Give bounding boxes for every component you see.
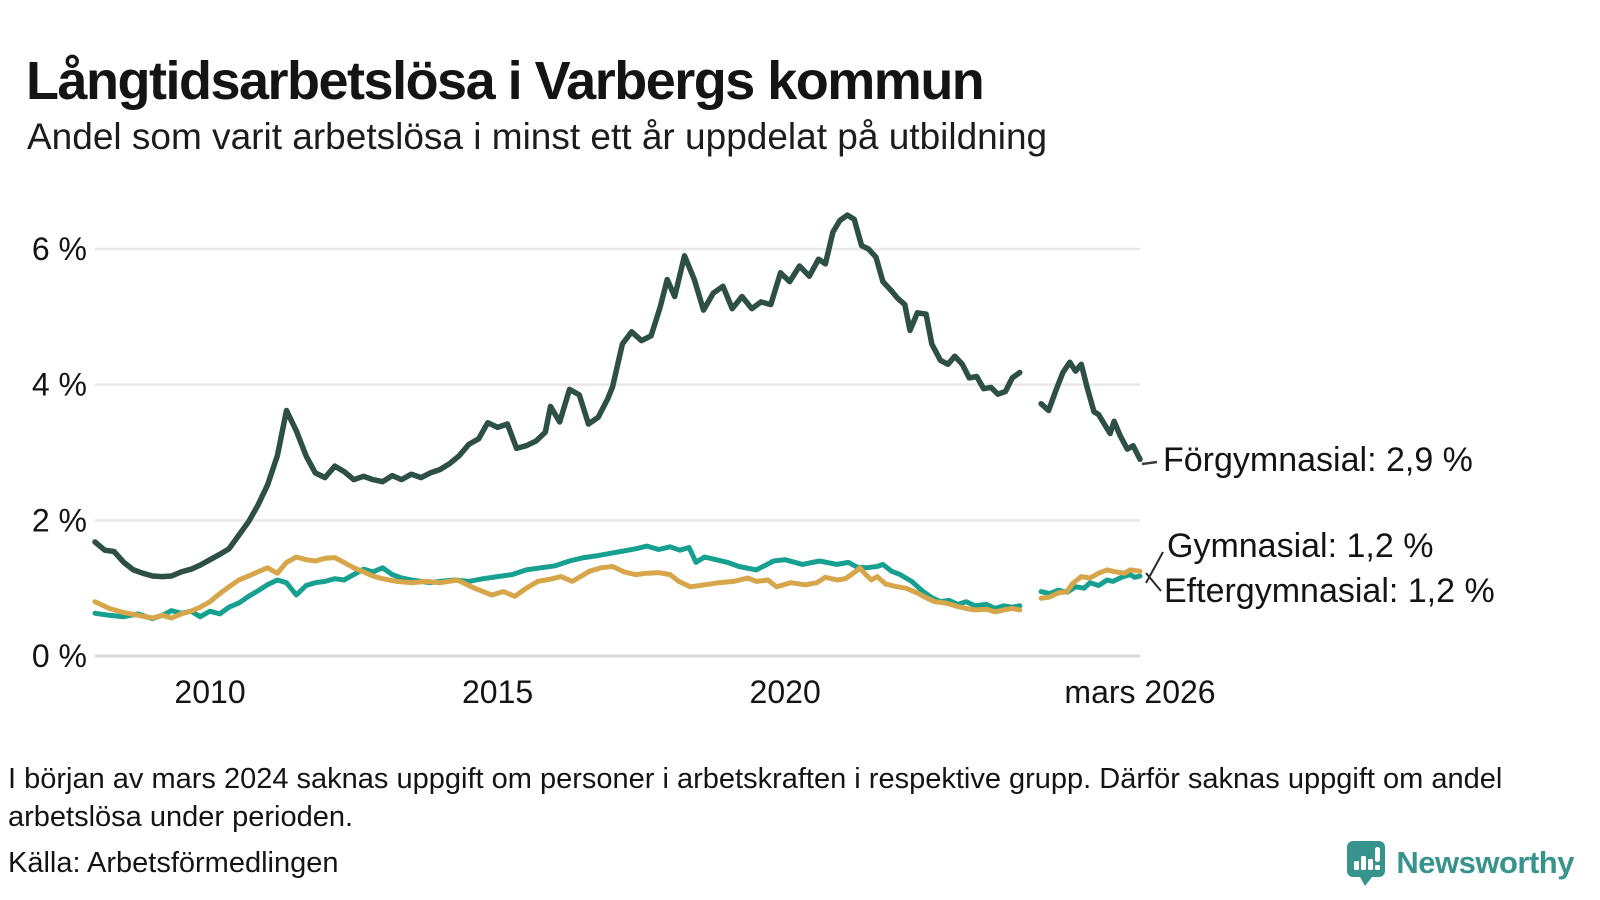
x-tick-label-2020: 2020 [750, 674, 821, 710]
leader-eftergymnasial [1145, 572, 1162, 592]
series-line-förgymnasial-after-gap [1038, 359, 1143, 463]
y-tick-label-6: 6 % [32, 231, 87, 267]
page-subtitle: Andel som varit arbetslösa i minst ett å… [27, 116, 1048, 157]
page-title: Långtidsarbetslösa i Varbergs kommun [26, 51, 985, 112]
source-text: Källa: Arbetsförmedlingen [8, 847, 339, 879]
end-label-gymnasial: Gymnasial: 1,2 % [1167, 527, 1434, 565]
y-tick-label-2: 2 % [32, 502, 87, 538]
y-tick-label-0: 0 % [32, 638, 87, 674]
x-tick-label-2015: 2015 [462, 674, 533, 710]
newsworthy-brand: Newsworthy [1346, 840, 1574, 886]
end-label-eftergymnasial: Eftergymnasial: 1,2 % [1164, 572, 1495, 610]
y-tick-label-4: 4 % [32, 367, 87, 403]
newsworthy-logo-text: Newsworthy [1396, 845, 1574, 880]
footnote-text: I början av mars 2024 saknas uppgift om … [8, 763, 1503, 833]
x-tick-label-2010: 2010 [174, 674, 245, 710]
series-line-eftergymnasial-after-gap [1038, 567, 1143, 601]
newsworthy-logo-icon [1347, 841, 1386, 886]
leader-gymnasial [1145, 551, 1164, 584]
series-line-gymnasial [92, 543, 1023, 622]
leader-forgymnasial [1141, 460, 1158, 466]
series-line-förgymnasial [92, 212, 1023, 580]
x-tick-label-mars-2026: mars 2026 [1064, 674, 1215, 710]
end-label-forgymnasial: Förgymnasial: 2,9 % [1163, 441, 1473, 479]
series-line-eftergymnasial [92, 554, 1023, 621]
